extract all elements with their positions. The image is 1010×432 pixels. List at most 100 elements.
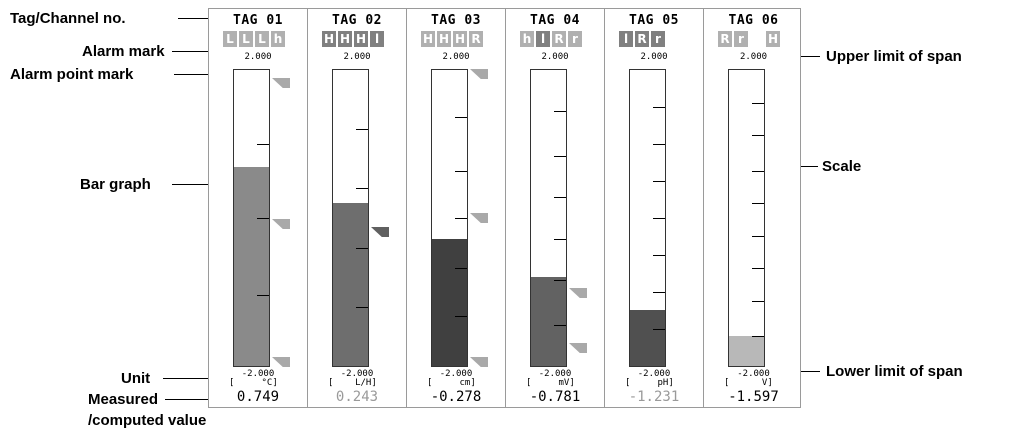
lower-span-value: -2.000	[340, 369, 374, 379]
measured-value: -1.597	[728, 389, 779, 405]
alarm-point-mark	[470, 357, 488, 367]
tag-label: TAG 05	[629, 13, 679, 28]
unit-callout: Unit	[121, 370, 151, 387]
alarm-point-mark	[272, 219, 290, 229]
bar-fill	[531, 277, 566, 366]
unit-leader	[163, 378, 233, 379]
measured-leader	[165, 399, 225, 400]
bar-frame	[233, 69, 270, 367]
alarm-mark: r	[651, 31, 665, 47]
scale-tick	[653, 292, 665, 293]
scale-tick	[653, 181, 665, 182]
alarm-mark: l	[536, 31, 550, 47]
scale-tick	[752, 203, 764, 204]
scale-tick	[653, 218, 665, 219]
scale-tick	[554, 325, 566, 326]
tag-label: TAG 03	[431, 13, 481, 28]
scale-tick	[257, 295, 269, 296]
measured-callout-line2: /computed value	[88, 412, 207, 429]
measured-value: -0.781	[529, 389, 581, 405]
bar-frame	[431, 69, 468, 367]
unit-label: [ cm]	[427, 378, 476, 388]
alarm-mark: H	[437, 31, 451, 47]
measured-value: -0.278	[430, 389, 482, 405]
upper-span-value: 2.000	[541, 52, 569, 62]
scale-tick	[752, 336, 764, 337]
scale-tick	[554, 111, 566, 112]
unit-label: [ mV]	[526, 378, 575, 388]
alarm-mark: H	[354, 31, 368, 47]
tag-label: TAG 04	[530, 13, 580, 28]
scale-tick	[455, 316, 467, 317]
scale-tick	[752, 236, 764, 237]
upper-span-value: 2.000	[244, 52, 272, 62]
alarm-mark: R	[469, 31, 483, 47]
bar-fill	[729, 336, 764, 366]
alarm-point-mark	[371, 227, 389, 237]
measured-value: 0.749	[236, 389, 280, 405]
lower-span-value: -2.000	[737, 369, 770, 379]
alarm-mark: H	[322, 31, 336, 47]
bar-graph-callout: Bar graph	[80, 176, 151, 193]
upper-span-value: 2.000	[442, 52, 470, 62]
scale-tick	[554, 156, 566, 157]
scale-tick	[554, 197, 566, 198]
alarm-mark: h	[271, 31, 285, 47]
alarm-mark: H	[421, 31, 435, 47]
scale-tick	[554, 280, 566, 281]
bar-frame	[530, 69, 567, 367]
alarm-mark-leader	[172, 51, 224, 52]
bar-frame	[728, 69, 765, 367]
unit-label: [ pH]	[625, 378, 674, 388]
scale-tick	[653, 107, 665, 108]
scale-tick	[356, 307, 368, 308]
alarm-mark	[750, 31, 764, 47]
alarm-point-mark	[470, 213, 488, 223]
measured-value: -1.231	[628, 389, 680, 405]
alarm-point-mark	[569, 288, 587, 298]
alarm-point-mark-callout: Alarm point mark	[10, 66, 134, 83]
tag-label: TAG 06	[728, 13, 779, 28]
scale-tick	[653, 255, 665, 256]
measured-value: 0.243	[335, 389, 379, 405]
scale-tick	[752, 135, 764, 136]
alarm-mark: r	[568, 31, 582, 47]
bar-frame	[629, 69, 666, 367]
upper-span-value: 2.000	[343, 52, 371, 62]
scale-tick	[356, 188, 368, 189]
scale-callout: Scale	[822, 158, 862, 175]
upper-limit-callout: Upper limit of span	[826, 48, 962, 65]
scale-tick	[455, 171, 467, 172]
scale-tick	[653, 144, 665, 145]
scale-tick	[356, 129, 368, 130]
scale-tick	[455, 268, 467, 269]
bar-frame	[332, 69, 369, 367]
scale-tick	[257, 144, 269, 145]
alarm-mark: H	[453, 31, 467, 47]
alarm-mark-callout: Alarm mark	[82, 43, 165, 60]
upper-span-value: 2.000	[640, 52, 668, 62]
bar-fill	[432, 239, 467, 366]
bar-fill	[234, 167, 269, 366]
bar-graph-leader	[172, 184, 232, 185]
tag-label: TAG 01	[233, 13, 283, 28]
alarm-mark: L	[239, 31, 253, 47]
alarm-mark: l	[370, 31, 384, 47]
scale-tick	[257, 218, 269, 219]
alarm-point-mark	[470, 69, 488, 79]
scale-tick	[752, 301, 764, 302]
alarm-mark: h	[520, 31, 534, 47]
scale-tick	[455, 218, 467, 219]
alarm-mark: r	[734, 31, 748, 47]
